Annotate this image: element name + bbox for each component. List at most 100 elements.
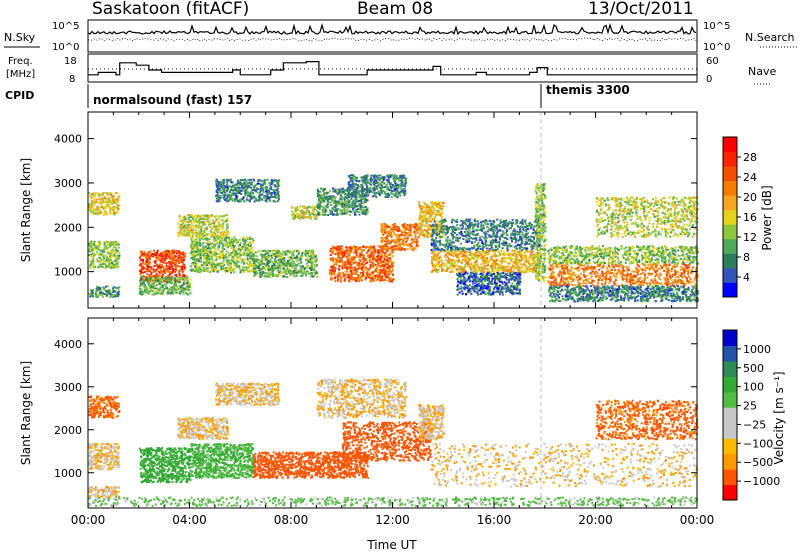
range-gate-cell (101, 254, 104, 257)
range-gate-cell (259, 274, 261, 277)
range-gate-cell (221, 179, 224, 182)
range-gate-cell (281, 253, 284, 256)
range-gate-cell (169, 253, 172, 256)
range-gate-cell (188, 214, 191, 217)
range-gate-cell (333, 213, 336, 216)
range-gate-cell (296, 259, 299, 262)
range-gate-cell (116, 203, 119, 206)
range-gate-cell (145, 270, 148, 273)
range-gate-cell (389, 192, 392, 195)
range-gate-cell (218, 227, 221, 230)
range-gate-cell (109, 201, 112, 203)
range-gate-cell (383, 176, 386, 179)
range-gate-cell (220, 183, 223, 186)
range-gate-cell (231, 199, 234, 202)
range-gate-cell (310, 250, 313, 253)
range-gate-cell (242, 236, 245, 239)
range-gate-cell (108, 243, 111, 246)
range-gate-cell (288, 268, 291, 271)
range-gate-cell (147, 269, 149, 272)
range-gate-cell (173, 252, 176, 255)
range-gate-cell (246, 258, 249, 261)
range-gate-cell (313, 215, 316, 218)
range-gate-cell (102, 207, 105, 209)
range-gate-cell (155, 291, 158, 294)
range-gate-cell (220, 232, 222, 234)
range-gate-cell (263, 195, 266, 198)
range-gate-cell (195, 215, 198, 218)
range-gate-cell (190, 214, 193, 217)
range-gate-cell (363, 208, 366, 211)
range-gate-cell (194, 260, 197, 263)
range-gate-cell (387, 253, 390, 256)
range-gate-cell (151, 255, 154, 258)
range-gate-cell (219, 184, 222, 187)
range-gate-cell (346, 195, 348, 198)
range-gate-cell (217, 237, 219, 240)
range-gate-cell (138, 293, 141, 295)
range-gate-cell (195, 220, 198, 222)
range-gate-cell (363, 258, 366, 261)
range-gate-cell (377, 255, 380, 257)
range-gate-cell (181, 284, 184, 287)
range-gate-cell (268, 198, 271, 201)
range-gate-cell (369, 263, 372, 266)
range-gate-cell (350, 185, 353, 188)
range-gate-cell (329, 212, 332, 215)
range-gate-cell (250, 178, 252, 181)
range-gate-cell (157, 278, 159, 281)
range-gate-cell (326, 203, 329, 206)
range-gate-cell (110, 295, 113, 298)
range-gate-cell (395, 178, 398, 181)
range-gate-cell (285, 263, 288, 266)
range-gate-cell (118, 243, 121, 246)
range-gate-cell (112, 265, 115, 268)
range-gate-cell (112, 255, 115, 257)
range-gate-cell (338, 256, 341, 259)
range-gate-cell (168, 289, 170, 292)
range-gate-cell (394, 174, 397, 177)
range-gate-cell (171, 265, 174, 268)
range-gate-cell (214, 215, 217, 218)
range-gate-cell (98, 264, 101, 267)
range-gate-cell (101, 295, 104, 298)
range-gate-cell (251, 250, 254, 253)
range-gate-cell (195, 229, 198, 232)
range-gate-cell (217, 226, 220, 229)
range-gate-cell (89, 254, 92, 257)
range-gate-cell (202, 250, 205, 252)
range-gate-cell (338, 245, 341, 248)
range-gate-cell (340, 250, 343, 253)
range-gate-cell (220, 237, 223, 240)
range-gate-cell (213, 239, 216, 242)
range-gate-cell (386, 259, 389, 262)
range-gate-cell (158, 287, 161, 290)
range-gate-cell (338, 265, 341, 268)
range-gate-cell (393, 179, 396, 182)
range-gate-cell (201, 252, 204, 254)
range-gate-cell (158, 289, 161, 292)
range-gate-cell (274, 254, 277, 257)
range-gate-cell (185, 281, 188, 284)
range-gate-cell (376, 187, 379, 190)
range-gate-cell (189, 226, 192, 229)
range-gate-cell (299, 262, 302, 264)
range-gate-cell (317, 190, 320, 193)
range-gate-cell (207, 217, 209, 220)
range-gate-cell (90, 242, 93, 245)
range-gate-cell (255, 259, 258, 262)
range-gate-cell (106, 193, 109, 196)
range-gate-cell (388, 194, 391, 196)
range-gate-cell (293, 218, 295, 220)
range-gate-cell (193, 221, 196, 224)
range-gate-cell (356, 177, 358, 179)
range-gate-cell (232, 241, 235, 244)
range-gate-cell (390, 261, 393, 263)
range-gate-cell (158, 279, 161, 282)
range-gate-cell (263, 262, 266, 265)
range-gate-cell (379, 177, 382, 179)
range-gate-cell (346, 252, 349, 255)
range-gate-cell (242, 238, 245, 241)
station-title: Saskatoon (fitACF) (92, 0, 249, 19)
range-gate-cell (189, 286, 192, 289)
